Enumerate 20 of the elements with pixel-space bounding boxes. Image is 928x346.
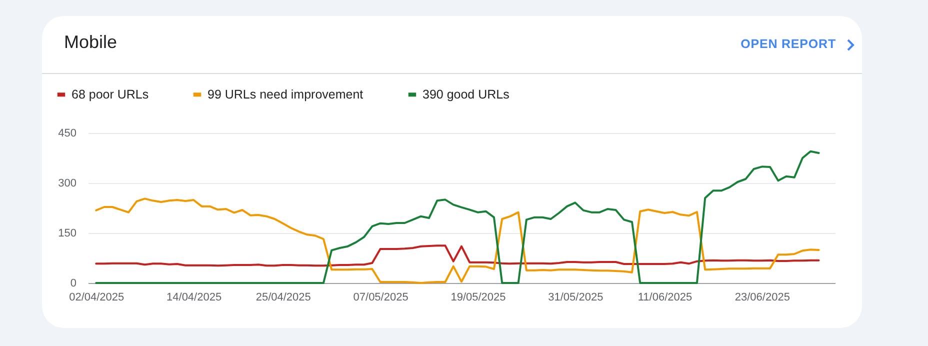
legend-label: 99 URLs need improvement: [208, 88, 364, 102]
y-tick-label: 150: [58, 228, 76, 240]
line-series: [95, 150, 820, 284]
y-tick-label: 300: [58, 178, 76, 190]
x-tick-label: 11/06/2025: [638, 292, 692, 304]
text: OPEN REPORT: [740, 37, 836, 51]
line-series: [95, 244, 820, 267]
x-tick-label: 25/04/2025: [256, 292, 311, 304]
y-tick-label: 450: [58, 128, 76, 140]
legend-label: 390 good URLs: [422, 88, 510, 102]
chart-title: Mobile: [64, 32, 118, 53]
x-tick-label: 23/06/2025: [734, 292, 790, 304]
x-tick-label: 31/05/2025: [548, 292, 604, 304]
x-tick-label: 14/04/2025: [166, 292, 222, 304]
x-tick-label: 19/05/2025: [450, 292, 506, 304]
legend-label: 68 poor URLs: [72, 88, 149, 102]
x-tick-label: 02/04/2025: [69, 292, 124, 304]
x-tick-label: 07/05/2025: [353, 292, 408, 304]
line-series: [95, 198, 820, 284]
y-tick-label: 0: [70, 278, 76, 290]
